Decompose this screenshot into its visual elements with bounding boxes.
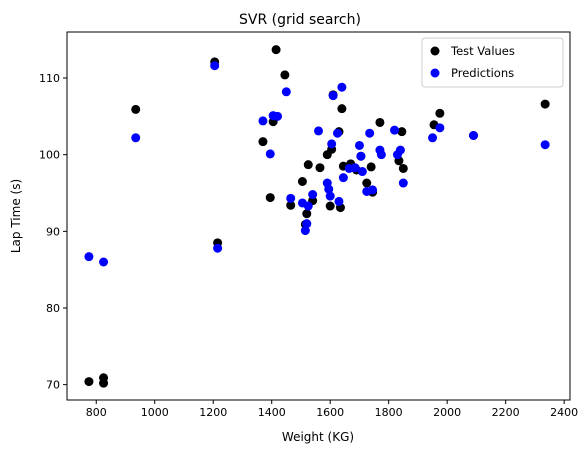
- test-value-point: [271, 45, 281, 55]
- test-value-point: [302, 209, 312, 219]
- y-tick-label: 90: [46, 225, 60, 238]
- test-value-point: [325, 201, 335, 211]
- prediction-point: [540, 140, 550, 150]
- prediction-point: [357, 167, 367, 177]
- prediction-point: [435, 123, 445, 133]
- test-value-point: [265, 193, 275, 203]
- test-value-point: [315, 163, 325, 173]
- prediction-point: [84, 252, 94, 262]
- prediction-point: [327, 139, 337, 149]
- prediction-point: [356, 151, 366, 161]
- prediction-point: [210, 61, 220, 71]
- x-axis-ticks: 800 1000 1200 1400 1600 1800 2000 2200 2400: [86, 400, 578, 419]
- y-tick-label: 80: [46, 302, 60, 315]
- prediction-point: [131, 133, 141, 143]
- test-value-point: [362, 178, 372, 188]
- test-value-point: [286, 200, 296, 210]
- test-value-point: [297, 177, 307, 186]
- y-tick-label: 110: [39, 72, 60, 85]
- plot-frame: [66, 31, 571, 401]
- prediction-point: [99, 257, 109, 267]
- prediction-point: [273, 111, 283, 121]
- legend-label-test-values: Test Values: [450, 44, 515, 58]
- legend-box: [421, 37, 564, 88]
- legend: Test Values Predictions: [421, 37, 564, 88]
- legend-marker-test-values: [430, 46, 440, 56]
- chart-title: SVR (grid search): [239, 12, 361, 28]
- prediction-point: [334, 196, 344, 206]
- x-tick-label: 1600: [316, 406, 344, 419]
- prediction-point: [302, 219, 312, 229]
- x-tick-label: 1400: [258, 406, 286, 419]
- x-tick-label: 1200: [199, 406, 227, 419]
- prediction-point: [368, 185, 378, 195]
- prediction-point: [314, 126, 323, 136]
- prediction-point: [337, 82, 347, 92]
- y-tick-label: 100: [39, 149, 60, 162]
- prediction-point: [300, 226, 310, 236]
- prediction-point: [338, 173, 348, 183]
- prediction-point: [365, 128, 375, 138]
- prediction-point: [324, 184, 334, 194]
- prediction-point: [303, 201, 313, 211]
- prediction-point: [390, 125, 400, 135]
- x-tick-label: 800: [86, 406, 107, 419]
- prediction-point: [350, 163, 360, 173]
- y-axis-label: Lap Time (s): [9, 179, 23, 253]
- test-value-point: [303, 160, 313, 170]
- x-axis-label: Weight (KG): [282, 430, 354, 444]
- prediction-point: [468, 131, 478, 140]
- prediction-point: [328, 91, 338, 101]
- test-value-point: [337, 104, 347, 114]
- test-value-point: [366, 162, 376, 172]
- prediction-point: [398, 178, 408, 188]
- prediction-point: [354, 140, 364, 150]
- prediction-point: [308, 190, 318, 200]
- x-tick-label: 1800: [375, 406, 403, 419]
- legend-label-predictions: Predictions: [451, 66, 514, 80]
- x-tick-label: 2400: [550, 406, 578, 419]
- test-value-point: [84, 377, 94, 387]
- prediction-point: [376, 150, 386, 160]
- test-value-point: [375, 117, 385, 127]
- prediction-point: [281, 87, 291, 97]
- test-value-point: [435, 108, 445, 118]
- test-value-point: [99, 373, 109, 383]
- prediction-point: [258, 116, 268, 126]
- prediction-point: [213, 243, 223, 253]
- y-axis-ticks: 70 80 90 100 110: [39, 72, 67, 392]
- points-layer: [84, 45, 550, 388]
- prediction-point: [325, 191, 335, 201]
- test-value-point: [131, 104, 141, 114]
- prediction-point: [265, 149, 275, 159]
- legend-marker-predictions: [430, 68, 440, 78]
- prediction-point: [395, 145, 405, 155]
- test-value-point: [258, 137, 268, 147]
- x-tick-label: 2200: [492, 406, 520, 419]
- test-value-point: [540, 99, 550, 109]
- test-value-point: [280, 70, 290, 80]
- y-tick-label: 70: [46, 379, 60, 392]
- prediction-point: [428, 133, 438, 143]
- x-tick-label: 2000: [433, 406, 461, 419]
- plot-area: 800 1000 1200 1400 1600 1800 2000 2200 2400 70 80…: [39, 31, 578, 419]
- x-tick-label: 1000: [141, 406, 169, 419]
- prediction-point: [286, 193, 296, 203]
- prediction-point: [333, 128, 343, 138]
- test-value-point: [397, 127, 407, 137]
- test-value-point: [398, 163, 408, 173]
